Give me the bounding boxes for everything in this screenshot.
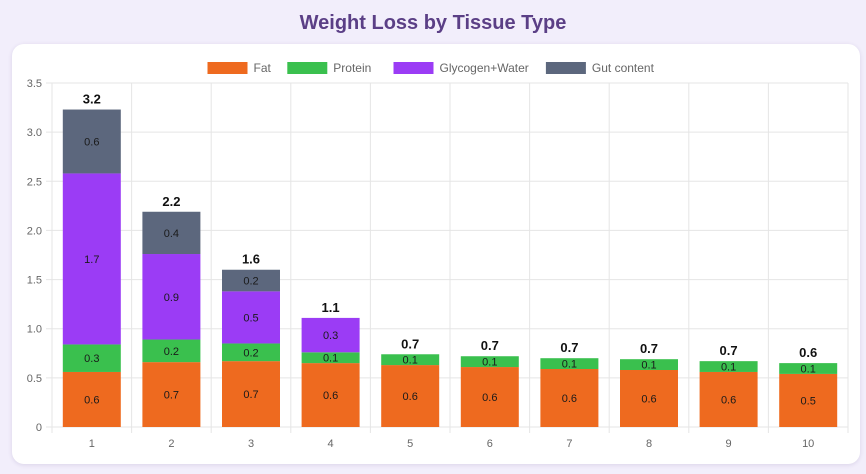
bar-segment-fat xyxy=(222,361,280,427)
segment-value-label: 0.7 xyxy=(164,390,179,402)
segment-value-label: 0.5 xyxy=(801,395,816,407)
x-tick-label: 4 xyxy=(328,438,334,450)
x-tick-label: 6 xyxy=(487,438,493,450)
segment-value-label: 0.6 xyxy=(323,390,338,402)
segment-value-label: 0.3 xyxy=(84,353,99,365)
segment-value-label: 0.2 xyxy=(243,276,258,288)
bar-segment-fat xyxy=(540,369,599,427)
page-title: Weight Loss by Tissue Type xyxy=(299,12,567,34)
bar-segment-glycogen-water xyxy=(62,173,121,345)
segment-value-label: 1.7 xyxy=(84,254,99,266)
bar-segment-fat xyxy=(301,363,360,427)
bar-segment-fat xyxy=(381,365,440,427)
legend-swatch xyxy=(393,62,434,74)
y-tick-label: 0.5 xyxy=(27,373,42,385)
bar-total-label: 0.7 xyxy=(720,343,738,358)
segment-value-label: 0.9 xyxy=(164,292,179,304)
segment-value-label: 0.7 xyxy=(243,389,258,401)
segment-value-label: 0.1 xyxy=(721,362,736,374)
bar-total-label: 0.7 xyxy=(401,336,419,351)
bar-segment-protein xyxy=(222,343,280,362)
y-tick-label: 3.0 xyxy=(27,127,42,139)
x-tick-label: 9 xyxy=(726,438,732,450)
bar-segment-protein xyxy=(620,359,678,370)
bar-segment-fat xyxy=(620,369,678,427)
x-tick-label: 10 xyxy=(802,438,814,450)
segment-value-label: 0.6 xyxy=(641,393,656,405)
bar-segment-protein xyxy=(301,352,360,364)
y-tick-label: 2.5 xyxy=(27,176,42,188)
bar-segment-gut-content xyxy=(222,269,280,292)
stacked-bar-chart: Fat Protein Glycogen+Water Gut content 0 0.5… xyxy=(27,61,849,450)
bar-segment-protein xyxy=(62,344,121,372)
segment-value-label: 0.5 xyxy=(243,312,258,324)
bar-segment-gut-content xyxy=(62,109,121,174)
segment-value-label: 0.4 xyxy=(164,228,179,240)
legend-swatch xyxy=(545,62,586,74)
bar-total-label: 0.6 xyxy=(799,345,817,360)
x-tick-label: 7 xyxy=(566,438,572,450)
y-tick-label: 1.0 xyxy=(27,324,42,336)
x-tick-label: 1 xyxy=(89,438,95,450)
y-tick-label: 1.5 xyxy=(27,275,42,287)
segment-value-label: 0.6 xyxy=(721,394,736,406)
grid-lines xyxy=(46,82,849,433)
bar-segment-protein xyxy=(699,361,758,372)
x-tick-label: 2 xyxy=(168,438,174,450)
legend-swatch xyxy=(287,62,328,74)
bar-segment-protein xyxy=(779,363,838,374)
segment-value-label: 0.1 xyxy=(801,364,816,376)
segment-value-label: 0.1 xyxy=(482,357,497,369)
segment-value-label: 0.2 xyxy=(164,346,179,358)
bar-total-label: 1.1 xyxy=(322,300,340,315)
segment-value-label: 0.6 xyxy=(84,394,99,406)
x-tick-label: 3 xyxy=(248,438,254,450)
legend-label: Gut content xyxy=(592,61,655,75)
legend-label: Glycogen+Water xyxy=(440,61,529,75)
bar-total-label: 2.2 xyxy=(162,194,180,209)
bar-segment-protein xyxy=(142,339,201,363)
segment-value-label: 0.6 xyxy=(84,136,99,148)
x-tick-label: 5 xyxy=(407,438,413,450)
x-axis: 1 2 3 4 5 6 7 8 9 10 xyxy=(89,438,815,450)
bar-segment-protein xyxy=(460,356,519,368)
x-tick-label: 8 xyxy=(646,438,652,450)
bar-total-label: 1.6 xyxy=(242,252,260,267)
bar-total-label: 0.7 xyxy=(560,340,578,355)
bar-segment-fat xyxy=(779,373,838,427)
legend: Fat Protein Glycogen+Water Gut content xyxy=(207,61,655,75)
bar-segment-fat xyxy=(62,371,121,427)
bar-segment-gut-content xyxy=(142,211,201,255)
bar-segment-protein xyxy=(381,354,440,366)
bar-segment-glycogen-water xyxy=(142,254,201,340)
bar-segment-fat xyxy=(460,367,519,427)
segment-value-label: 0.1 xyxy=(403,355,418,367)
segment-value-label: 0.6 xyxy=(482,392,497,404)
bar-segment-fat xyxy=(699,371,758,427)
bars xyxy=(62,109,838,427)
legend-label: Protein xyxy=(333,61,371,75)
segment-value-label: 0.3 xyxy=(323,330,338,342)
segment-value-label: 0.2 xyxy=(243,347,258,359)
bar-segment-protein xyxy=(540,358,599,370)
bar-segment-glycogen-water xyxy=(222,291,280,344)
bar-total-label: 0.7 xyxy=(481,338,499,353)
bar-total-label: 0.7 xyxy=(640,341,658,356)
data-labels: 0.6 0.3 1.7 0.6 3.2 0.7 0.2 0.9 0.4 2.2 0.7 0.2 0.5 0… xyxy=(83,92,817,408)
segment-value-label: 0.1 xyxy=(323,353,338,365)
bar-segment-glycogen-water xyxy=(301,317,360,353)
segment-value-label: 0.1 xyxy=(562,359,577,371)
y-tick-label: 3.5 xyxy=(27,78,42,90)
chart-card: Fat Protein Glycogen+Water Gut content 0 0.5… xyxy=(12,44,860,464)
segment-value-label: 0.6 xyxy=(403,391,418,403)
legend-swatch xyxy=(207,62,248,74)
segment-value-label: 0.6 xyxy=(562,393,577,405)
bar-total-label: 3.2 xyxy=(83,92,101,107)
y-tick-label: 2.0 xyxy=(27,225,42,237)
segment-value-label: 0.1 xyxy=(641,360,656,372)
legend-label: Fat xyxy=(254,61,272,75)
y-tick-label: 0 xyxy=(36,422,42,434)
y-axis: 0 0.5 1.0 1.5 2.0 2.5 3.0 3.5 xyxy=(27,78,42,434)
bar-segment-fat xyxy=(142,362,201,427)
